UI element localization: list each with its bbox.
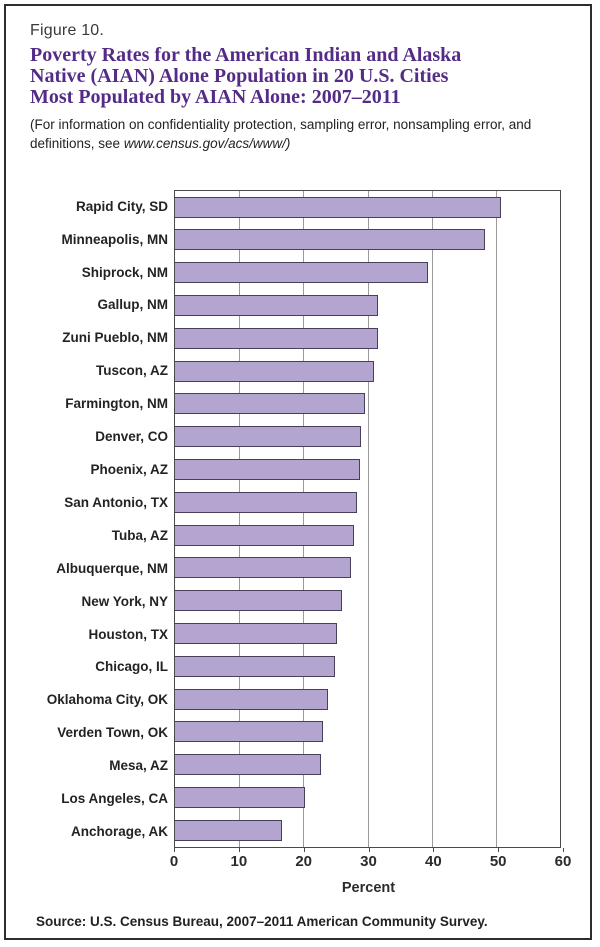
- bar-row: [175, 748, 560, 781]
- bar-row: [175, 716, 560, 749]
- tick-label: 30: [360, 852, 377, 870]
- gridline: [239, 190, 241, 847]
- bar: [175, 491, 358, 513]
- bar: [175, 787, 306, 809]
- bar-row: [175, 781, 560, 814]
- category-label: Tuba, AZ: [111, 527, 168, 543]
- figure-title-line-2: Native (AIAN) Alone Population in 20 U.S…: [30, 65, 449, 87]
- gridline: [495, 190, 497, 847]
- category-label: Anchorage, AK: [70, 823, 168, 839]
- note-text: (For information on confidentiality prot…: [30, 117, 532, 151]
- bar-row: [175, 322, 560, 355]
- bar-rows: [175, 191, 560, 847]
- bar: [175, 327, 378, 349]
- bar-chart: Rapid City, SD Minneapolis, MN Shiprock, N…: [30, 189, 590, 896]
- bar: [175, 754, 322, 776]
- bar: [175, 590, 343, 612]
- category-label: Denver, CO: [95, 429, 168, 445]
- bar-row: [175, 224, 560, 257]
- tick-label: 60: [554, 852, 572, 870]
- bar-row: [175, 552, 560, 585]
- category-label: Houston, TX: [88, 626, 169, 642]
- bar: [175, 229, 485, 251]
- bar-row: [175, 519, 560, 552]
- gridline: [367, 190, 369, 847]
- bar: [175, 524, 355, 546]
- tick-label: 0: [169, 852, 179, 870]
- category-label: Rapid City, SD: [75, 198, 168, 214]
- tick-label: 40: [424, 852, 442, 870]
- bar: [175, 360, 374, 382]
- bar-row: [175, 486, 560, 519]
- bar: [175, 393, 365, 415]
- x-axis-title: Percent: [341, 879, 396, 896]
- tick-label: 20: [295, 852, 312, 870]
- category-label: Mesa, AZ: [109, 758, 168, 774]
- tick-mark: [174, 847, 175, 852]
- bar: [175, 819, 282, 841]
- category-label: Albuquerque, NM: [56, 560, 168, 576]
- category-label: Los Angeles, CA: [61, 791, 168, 807]
- note-url: www.census.gov/acs/www/): [123, 135, 291, 151]
- bar-row: [175, 256, 560, 289]
- bar: [175, 557, 351, 579]
- plot-area: [174, 189, 561, 848]
- gridline: [303, 190, 305, 847]
- category-label: Farmington, NM: [65, 396, 168, 412]
- bar-row: [175, 650, 560, 683]
- bar: [175, 721, 323, 743]
- tick-mark: [238, 847, 240, 852]
- bar-row: [175, 191, 560, 224]
- category-label: Chicago, IL: [95, 659, 168, 675]
- figure-panel: Figure 10. Poverty Rates for the America…: [4, 4, 592, 940]
- bar-row: [175, 814, 560, 847]
- bar-row: [175, 388, 560, 421]
- bar: [175, 623, 338, 645]
- bar: [175, 295, 379, 317]
- bar-row: [175, 420, 560, 453]
- category-label: Gallup, NM: [97, 297, 169, 313]
- tick-label: 50: [489, 852, 507, 870]
- category-label: Phoenix, AZ: [90, 461, 168, 477]
- bar: [175, 196, 501, 218]
- figure-title: Poverty Rates for the American Indian an…: [30, 45, 590, 108]
- tick-mark: [498, 847, 500, 852]
- bar: [175, 262, 429, 284]
- category-label: Tuscon, AZ: [96, 363, 168, 379]
- source-note: Source: U.S. Census Bureau, 2007–2011 Am…: [36, 913, 488, 929]
- tick-mark: [303, 847, 305, 852]
- category-label: San Antonio, TX: [64, 494, 168, 510]
- x-axis-ticks: 0 10 20 30 40 50 60: [170, 847, 571, 876]
- bar: [175, 459, 361, 481]
- category-label: Oklahoma City, OK: [46, 692, 168, 708]
- figure-title-line-3: Most Populated by AIAN Alone: 2007–2011: [30, 86, 401, 108]
- bar: [175, 426, 362, 448]
- figure-number-label: Figure 10.: [30, 22, 105, 39]
- tick-mark: [368, 847, 370, 852]
- bar: [175, 688, 329, 710]
- category-label: Zuni Pueblo, NM: [62, 330, 168, 346]
- confidentiality-note: (For information on confidentiality prot…: [30, 116, 570, 154]
- figure-title-line-1: Poverty Rates for the American Indian an…: [30, 44, 462, 66]
- bar-row: [175, 453, 560, 486]
- category-label: New York, NY: [81, 593, 168, 609]
- category-labels: Rapid City, SD Minneapolis, MN Shiprock, N…: [30, 190, 174, 848]
- gridline: [431, 190, 433, 847]
- tick-mark: [433, 847, 435, 852]
- category-label: Verden Town, OK: [57, 725, 168, 741]
- bar-row: [175, 289, 560, 322]
- category-label: Shiprock, NM: [81, 264, 168, 280]
- bar: [175, 655, 336, 677]
- tick-label: 10: [230, 852, 248, 870]
- bar-row: [175, 584, 560, 617]
- category-label: Minneapolis, MN: [61, 231, 168, 247]
- bar-row: [175, 683, 560, 716]
- tick-mark: [563, 847, 564, 852]
- bar-row: [175, 355, 560, 388]
- bar-row: [175, 617, 560, 650]
